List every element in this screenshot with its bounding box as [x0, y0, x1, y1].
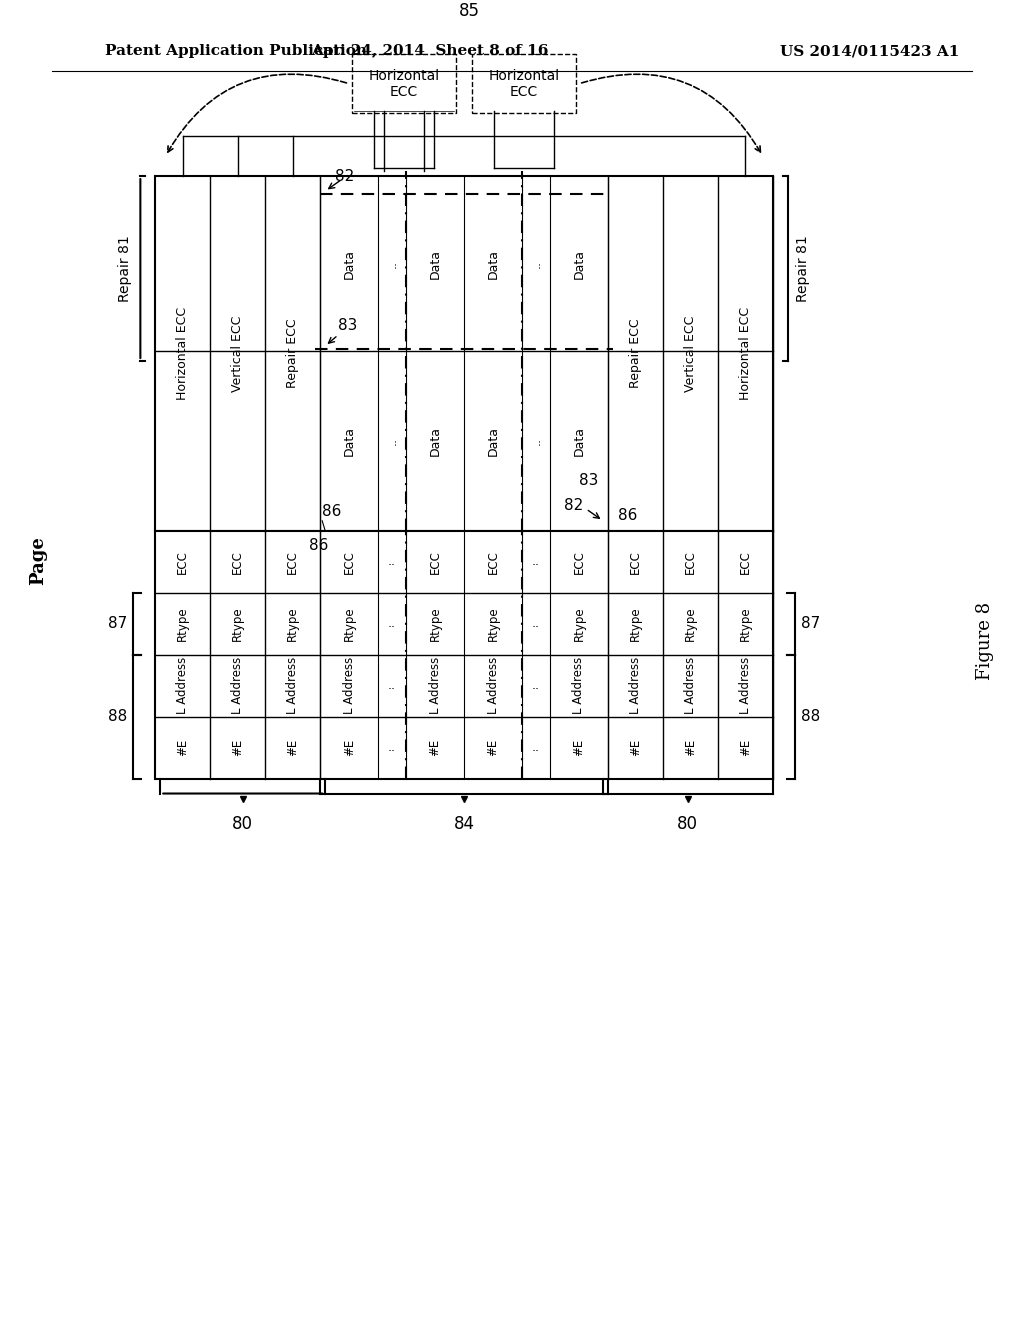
Text: 84: 84: [454, 816, 474, 833]
Text: Rtype: Rtype: [287, 606, 299, 642]
Text: ..: ..: [529, 260, 543, 268]
Text: Horizontal
ECC: Horizontal ECC: [369, 69, 439, 99]
Text: L Address: L Address: [738, 657, 752, 714]
Text: #E: #E: [738, 739, 752, 756]
Text: #E: #E: [429, 739, 441, 756]
Text: L Address: L Address: [176, 657, 189, 714]
Text: ECC: ECC: [231, 550, 245, 574]
Text: #E: #E: [343, 739, 355, 756]
Text: ..: ..: [532, 618, 540, 630]
Text: Repair ECC: Repair ECC: [287, 318, 299, 388]
Text: #E: #E: [684, 739, 696, 756]
Text: ECC: ECC: [287, 550, 299, 574]
Text: #E: #E: [287, 739, 299, 756]
Text: 82: 82: [563, 499, 583, 513]
Text: ECC: ECC: [629, 550, 642, 574]
Text: L Address: L Address: [429, 657, 441, 714]
Text: 83: 83: [579, 474, 598, 488]
Text: #E: #E: [231, 739, 245, 756]
Text: Rtype: Rtype: [684, 606, 696, 642]
Text: Rtype: Rtype: [572, 606, 586, 642]
Bar: [156, 531, 773, 779]
Text: Vertical ECC: Vertical ECC: [231, 315, 245, 392]
Text: #E: #E: [629, 739, 642, 756]
Text: Rtype: Rtype: [629, 606, 642, 642]
Text: L Address: L Address: [287, 657, 299, 714]
Text: L Address: L Address: [231, 657, 245, 714]
Text: Rtype: Rtype: [429, 606, 441, 642]
Text: 88: 88: [109, 709, 127, 725]
Text: 85: 85: [459, 3, 480, 20]
Text: Data: Data: [429, 248, 441, 279]
Text: 80: 80: [677, 816, 698, 833]
Text: #E: #E: [486, 739, 500, 756]
Text: US 2014/0115423 A1: US 2014/0115423 A1: [779, 45, 959, 58]
Text: ECC: ECC: [429, 550, 441, 574]
Text: ..: ..: [529, 437, 543, 445]
Text: ..: ..: [386, 260, 398, 268]
Text: 80: 80: [232, 816, 253, 833]
Text: Data: Data: [572, 426, 586, 455]
Text: L Address: L Address: [343, 657, 355, 714]
Text: Repair ECC: Repair ECC: [629, 318, 642, 388]
Text: Data: Data: [343, 426, 355, 455]
Text: Data: Data: [572, 248, 586, 279]
Text: L Address: L Address: [684, 657, 696, 714]
Text: ..: ..: [388, 741, 396, 754]
Text: Data: Data: [343, 248, 355, 279]
Text: Figure 8: Figure 8: [976, 602, 993, 680]
Text: ECC: ECC: [343, 550, 355, 574]
Text: Rtype: Rtype: [176, 606, 189, 642]
Text: 83: 83: [338, 318, 357, 333]
Text: ..: ..: [386, 437, 398, 445]
Text: Horizontal ECC: Horizontal ECC: [738, 306, 752, 400]
Text: Repair 81: Repair 81: [796, 235, 810, 302]
Text: Data: Data: [486, 426, 500, 455]
Text: Rtype: Rtype: [738, 606, 752, 642]
Text: ..: ..: [388, 678, 396, 692]
Text: ECC: ECC: [738, 550, 752, 574]
Text: 86: 86: [308, 539, 328, 553]
Text: Repair 81: Repair 81: [119, 235, 132, 302]
Text: Apr. 24, 2014  Sheet 8 of 16: Apr. 24, 2014 Sheet 8 of 16: [311, 45, 549, 58]
Text: 86: 86: [323, 504, 342, 519]
Text: Horizontal
ECC: Horizontal ECC: [488, 69, 559, 99]
Text: #E: #E: [176, 739, 189, 756]
FancyBboxPatch shape: [472, 54, 575, 114]
Text: #E: #E: [572, 739, 586, 756]
Text: Horizontal ECC: Horizontal ECC: [176, 306, 189, 400]
Text: Data: Data: [429, 426, 441, 455]
Text: Vertical ECC: Vertical ECC: [684, 315, 696, 392]
Text: ECC: ECC: [684, 550, 696, 574]
Text: 88: 88: [801, 709, 820, 725]
Text: ..: ..: [532, 678, 540, 692]
Text: L Address: L Address: [486, 657, 500, 714]
Text: Rtype: Rtype: [486, 606, 500, 642]
Text: Rtype: Rtype: [231, 606, 245, 642]
Text: 86: 86: [617, 508, 637, 523]
Text: Data: Data: [486, 248, 500, 279]
Text: L Address: L Address: [572, 657, 586, 714]
Text: ECC: ECC: [486, 550, 500, 574]
Text: ECC: ECC: [572, 550, 586, 574]
Text: 87: 87: [109, 616, 127, 631]
Text: ..: ..: [388, 618, 396, 630]
Text: 82: 82: [335, 169, 354, 183]
Bar: [156, 176, 773, 531]
Text: ..: ..: [532, 741, 540, 754]
Text: ..: ..: [388, 556, 396, 568]
Text: ..: ..: [532, 556, 540, 568]
Text: Rtype: Rtype: [343, 606, 355, 642]
FancyBboxPatch shape: [352, 54, 456, 114]
Text: L Address: L Address: [629, 657, 642, 714]
Text: Patent Application Publication: Patent Application Publication: [105, 45, 368, 58]
Text: ECC: ECC: [176, 550, 189, 574]
Text: 87: 87: [801, 616, 820, 631]
Text: Page: Page: [30, 536, 47, 585]
